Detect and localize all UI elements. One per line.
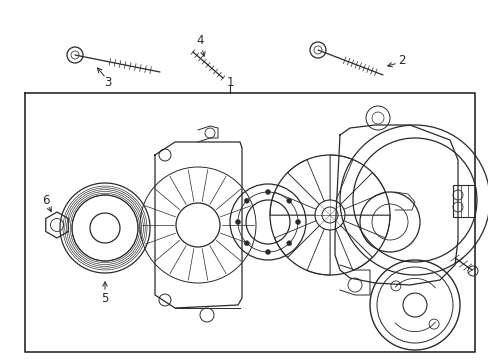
Text: 2: 2 — [397, 54, 405, 67]
Text: 3: 3 — [104, 76, 111, 89]
Circle shape — [286, 198, 291, 203]
Circle shape — [295, 220, 300, 225]
Circle shape — [244, 241, 249, 246]
Circle shape — [265, 249, 270, 255]
Circle shape — [265, 189, 270, 194]
Circle shape — [286, 241, 291, 246]
Text: 4: 4 — [196, 33, 203, 46]
Text: 5: 5 — [101, 292, 108, 305]
Text: 1: 1 — [226, 76, 233, 89]
Circle shape — [235, 220, 240, 225]
Circle shape — [244, 198, 249, 203]
Text: 6: 6 — [42, 194, 50, 207]
